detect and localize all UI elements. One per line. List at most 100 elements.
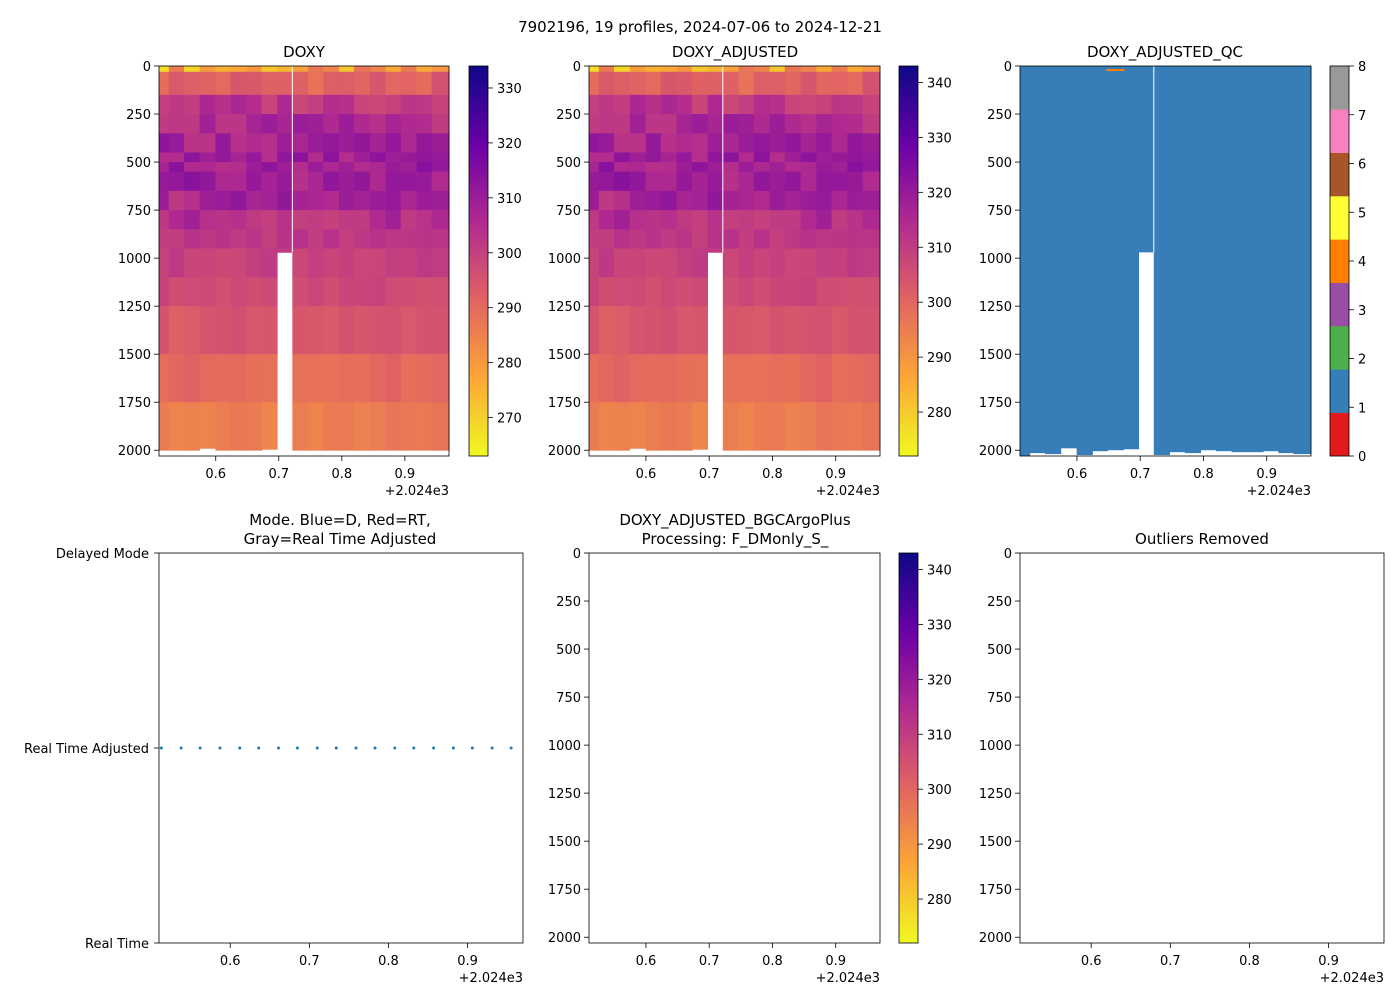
heatmap-cell — [816, 81, 833, 96]
heatmap-cell — [308, 133, 325, 153]
heatmap-cell — [660, 114, 678, 134]
qc-cell — [1247, 66, 1264, 453]
heatmap-cell — [707, 152, 724, 163]
heatmap-cell — [431, 354, 450, 403]
heatmap-cell — [246, 190, 263, 211]
heatmap-cell — [816, 190, 833, 211]
heatmap-cell — [308, 71, 325, 82]
heatmap-cell — [800, 210, 817, 230]
heatmap-cell — [215, 152, 232, 163]
qc-cell — [1060, 66, 1078, 449]
heatmap-cell — [862, 94, 881, 115]
heatmap-cell — [598, 71, 616, 82]
heatmap-cell — [215, 94, 232, 115]
heatmap-cell — [691, 402, 709, 450]
heatmap-cell — [261, 248, 278, 278]
bgc-colorbar: 340 330 320 310 300 290 280 — [898, 552, 952, 944]
heatmap-cell — [354, 171, 371, 192]
panel-doxy-adjusted-qc-title: DOXY_ADJUSTED_QC — [1087, 43, 1243, 62]
heatmap-cell — [246, 306, 263, 355]
heatmap-cell — [400, 229, 417, 249]
heatmap-cell — [800, 402, 817, 451]
mode-point — [238, 746, 242, 750]
bgc-y-ticks: 0 250 500 750 1000 1250 1500 1750 2000 — [548, 547, 589, 946]
heatmap-cell — [308, 354, 325, 403]
heatmap-cell — [323, 171, 340, 192]
heatmap-cell — [629, 71, 647, 82]
heatmap-cell — [292, 306, 309, 355]
heatmap-cell — [784, 114, 802, 134]
heatmap-cell — [753, 229, 771, 249]
heatmap-cell — [159, 162, 170, 173]
mode-point — [334, 746, 338, 750]
mode-point — [470, 746, 474, 750]
heatmap-cell — [831, 152, 848, 163]
heatmap-cell — [416, 210, 433, 230]
heatmap-cell — [431, 402, 450, 451]
heatmap-cell — [753, 190, 771, 211]
colorbar-tick-label: 280 — [927, 406, 952, 421]
heatmap-cell — [847, 190, 864, 211]
x-tick-label: 0.6 — [1067, 467, 1088, 482]
heatmap-cell — [230, 171, 247, 192]
heatmap-cell — [308, 190, 325, 211]
heatmap-cell — [159, 210, 170, 230]
y-tick-label: 1000 — [979, 739, 1012, 754]
heatmap-cell — [431, 190, 450, 211]
qc-cell — [1107, 66, 1124, 451]
heatmap-cell — [230, 210, 247, 230]
heatmap-cell — [183, 402, 201, 451]
heatmap-cell — [676, 152, 693, 163]
heatmap-cell — [385, 277, 402, 307]
heatmap-cell — [308, 94, 325, 115]
heatmap-cell — [660, 171, 678, 192]
x-tick-label: 0.8 — [378, 954, 399, 969]
heatmap-cell — [246, 94, 263, 115]
heatmap-cell — [168, 133, 185, 153]
heatmap-cell — [816, 354, 833, 403]
heatmap-cell — [660, 229, 678, 249]
heatmap-cell — [385, 152, 402, 163]
mode-point — [412, 746, 416, 750]
heatmap-cell — [385, 94, 402, 115]
colorbar-tick-label: 3 — [1358, 304, 1366, 319]
heatmap-cell — [338, 402, 356, 451]
panel-doxy-adjusted-qc: DOXY_ADJUSTED_QC 02505007501000125015001… — [979, 43, 1366, 499]
heatmap-cell — [354, 114, 371, 134]
heatmap-cell — [199, 171, 216, 192]
heatmap-cell — [613, 71, 631, 82]
heatmap-cell — [738, 171, 755, 192]
heatmap-cell — [722, 133, 740, 153]
heatmap-cell — [159, 94, 170, 115]
x-tick-label: 0.9 — [457, 954, 478, 969]
heatmap-cell — [385, 248, 402, 278]
heatmap-cell — [691, 162, 709, 173]
qc-colorbar-segment — [1330, 152, 1349, 197]
y-tick-label: 1500 — [979, 835, 1012, 850]
heatmap-cell — [691, 277, 709, 307]
heatmap-cell — [629, 152, 647, 163]
heatmap-cell — [277, 190, 294, 211]
heatmap-cell — [589, 210, 600, 230]
heatmap-cell — [613, 354, 631, 403]
heatmap-cell — [691, 229, 709, 249]
heatmap-cell — [369, 133, 387, 153]
heatmap-cell — [354, 81, 371, 96]
heatmap-cell — [847, 354, 864, 403]
heatmap-cell — [230, 66, 247, 73]
heatmap-cell — [215, 114, 232, 134]
heatmap-cell — [400, 402, 417, 451]
heatmap-cell — [338, 210, 356, 230]
y-tick-label: 1500 — [118, 348, 151, 363]
heatmap-cell — [738, 210, 755, 230]
heatmap-cell — [707, 190, 724, 211]
heatmap-cell — [691, 306, 709, 355]
doxy-x-offset: +2.024e3 — [385, 484, 449, 499]
mode-point — [451, 746, 455, 750]
heatmap-cell — [589, 133, 600, 153]
y-tick-label: 1000 — [548, 739, 581, 754]
y-tick-label: 750 — [126, 204, 151, 219]
heatmap-cell — [831, 229, 848, 249]
heatmap-cell — [215, 66, 232, 73]
heatmap-cell — [159, 354, 170, 403]
